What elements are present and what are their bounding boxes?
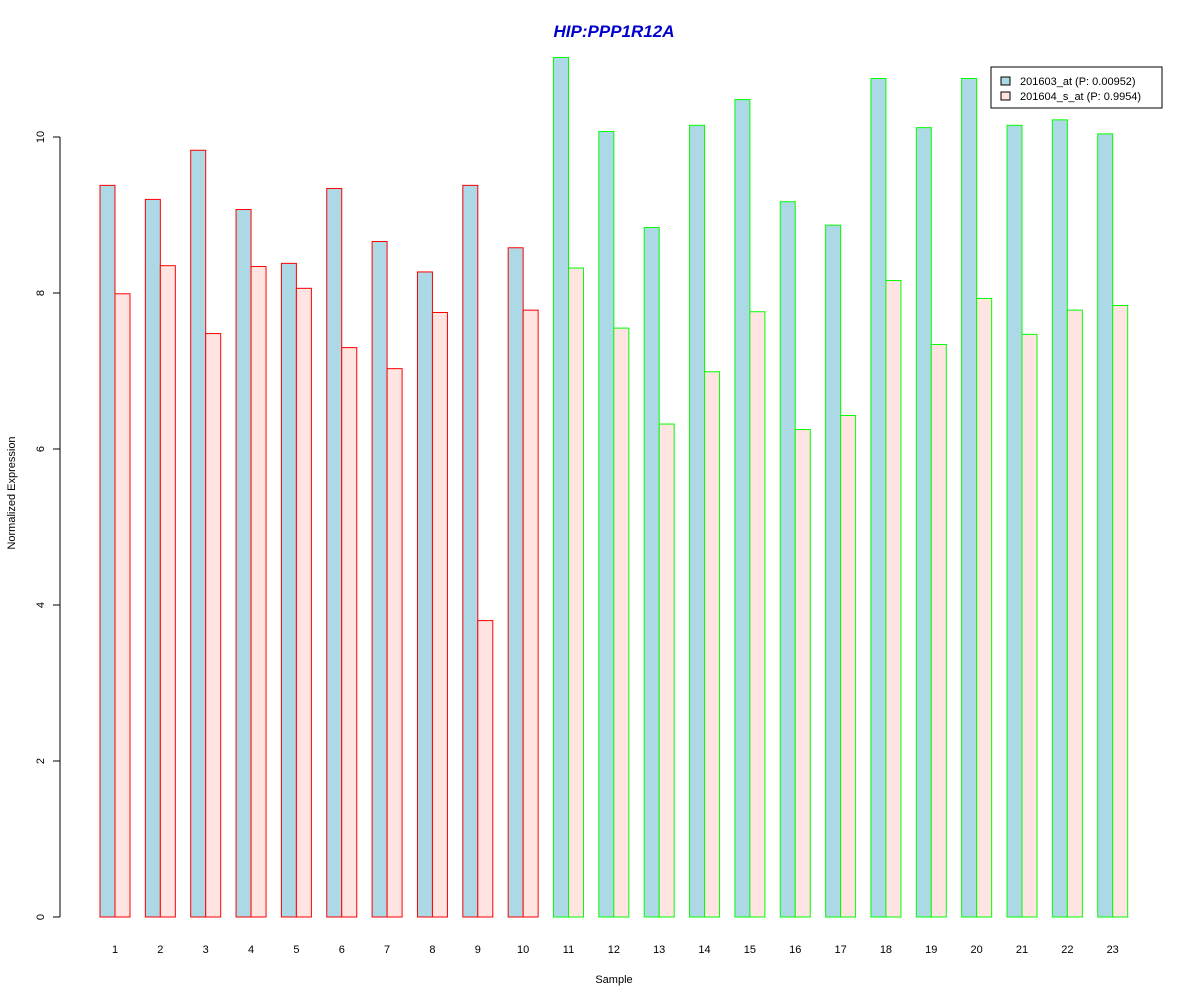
y-axis: 0 2 4 6 8 10 bbox=[35, 131, 61, 920]
bar-series2-sample-13 bbox=[658, 423, 675, 918]
legend: 201603_at (P: 0.00952) 201604_s_at (P: 0.… bbox=[990, 66, 1163, 109]
bar-series1-sample-10 bbox=[507, 247, 524, 918]
bar-series2-sample-8 bbox=[431, 312, 448, 918]
x-tick-label: 3 bbox=[203, 944, 209, 956]
bar-series2-sample-17 bbox=[840, 414, 857, 918]
y-axis-label: Normalized Expression bbox=[6, 436, 18, 549]
bar-series2-sample-22 bbox=[1066, 309, 1083, 918]
legend-entry-label: 201604_s_at (P: 0.9954) bbox=[1020, 91, 1141, 103]
bar-series1-sample-2 bbox=[144, 198, 161, 918]
x-axis-label: Sample bbox=[595, 974, 632, 986]
legend-swatch bbox=[1000, 76, 1011, 86]
bar-series2-sample-19 bbox=[930, 343, 947, 918]
x-tick-label: 8 bbox=[429, 944, 435, 956]
y-tick-label: 8 bbox=[35, 290, 47, 296]
x-tick-label: 16 bbox=[789, 944, 801, 956]
x-tick-label: 20 bbox=[971, 944, 983, 956]
bar-series1-sample-5 bbox=[280, 262, 297, 918]
bar-series1-sample-21 bbox=[1006, 124, 1023, 918]
bar-series2-sample-2 bbox=[159, 265, 176, 918]
legend-swatch bbox=[1000, 91, 1011, 101]
bar-series1-sample-4 bbox=[235, 209, 252, 918]
bar-series2-sample-20 bbox=[976, 297, 993, 918]
legend-entry-label: 201603_at (P: 0.00952) bbox=[1020, 76, 1136, 88]
x-tick-label: 19 bbox=[925, 944, 937, 956]
x-tick-label: 18 bbox=[880, 944, 892, 956]
bar-series1-sample-9 bbox=[462, 184, 479, 918]
x-tick-label: 5 bbox=[293, 944, 299, 956]
y-tick-label: 0 bbox=[35, 914, 47, 920]
bar-series1-sample-8 bbox=[416, 271, 433, 918]
x-tick-label: 11 bbox=[563, 944, 574, 956]
bar-series2-sample-14 bbox=[704, 371, 721, 918]
bar-series2-sample-9 bbox=[477, 620, 494, 918]
bar-series1-sample-3 bbox=[190, 149, 207, 918]
x-tick-label: 22 bbox=[1061, 944, 1073, 956]
x-tick-label: 9 bbox=[475, 944, 481, 956]
x-tick-label: 23 bbox=[1107, 944, 1119, 956]
bar-series1-sample-23 bbox=[1097, 133, 1114, 918]
bar-series2-sample-5 bbox=[295, 287, 312, 918]
bar-series1-sample-1 bbox=[99, 184, 116, 918]
bar-series2-sample-11 bbox=[568, 267, 584, 918]
bar-series1-sample-16 bbox=[779, 201, 796, 918]
bar-series1-sample-12 bbox=[598, 131, 615, 918]
x-tick-label: 15 bbox=[744, 944, 756, 956]
bar-series2-sample-21 bbox=[1021, 333, 1038, 918]
bar-series2-sample-23 bbox=[1112, 304, 1129, 918]
x-tick-label: 7 bbox=[384, 944, 390, 956]
bar-series1-sample-22 bbox=[1051, 119, 1068, 918]
legend-box bbox=[990, 66, 1163, 109]
x-tick-label: 6 bbox=[339, 944, 345, 956]
y-tick-label: 6 bbox=[35, 446, 47, 452]
x-tick-label: 21 bbox=[1016, 944, 1028, 956]
bar-series1-sample-11 bbox=[553, 56, 569, 918]
x-tick-label: 14 bbox=[698, 944, 710, 956]
x-tick-label: 12 bbox=[608, 944, 620, 956]
bar-series2-sample-3 bbox=[205, 333, 222, 918]
bar-series1-sample-7 bbox=[371, 241, 388, 918]
bar-series1-sample-13 bbox=[643, 226, 660, 918]
bar-series2-sample-10 bbox=[522, 309, 539, 918]
x-tick-label: 13 bbox=[653, 944, 665, 956]
bar-series2-sample-15 bbox=[749, 311, 766, 918]
bar-series1-sample-14 bbox=[689, 124, 706, 918]
bar-series1-sample-20 bbox=[961, 78, 978, 918]
x-tick-label: 1 bbox=[112, 944, 118, 956]
bar-series1-sample-15 bbox=[734, 99, 751, 918]
x-tick-label: 2 bbox=[157, 944, 163, 956]
bar-series1-sample-19 bbox=[915, 127, 932, 918]
x-tick-label: 4 bbox=[248, 944, 254, 956]
y-tick-label: 4 bbox=[35, 602, 47, 608]
bar-series2-sample-12 bbox=[613, 327, 630, 918]
y-tick-label: 10 bbox=[35, 131, 47, 143]
bar-series2-sample-6 bbox=[341, 347, 358, 918]
bars bbox=[99, 56, 1129, 918]
x-tick-label: 10 bbox=[517, 944, 529, 956]
bar-series1-sample-18 bbox=[870, 78, 887, 918]
bar-series1-sample-6 bbox=[326, 187, 343, 918]
bar-series2-sample-1 bbox=[114, 293, 131, 918]
x-tick-label: 17 bbox=[834, 944, 846, 956]
bar-series1-sample-17 bbox=[825, 224, 842, 918]
bar-series2-sample-18 bbox=[885, 280, 902, 918]
chart-title: HIP:PPP1R12A bbox=[554, 22, 675, 41]
y-tick-label: 2 bbox=[35, 758, 47, 764]
bar-series2-sample-16 bbox=[794, 429, 811, 918]
x-axis-tick-labels: 1 2 3 4 5 6 7 8 9 10 11 12 13 14 15 16 17 18 19 20 21 22 23 bbox=[112, 944, 1119, 956]
bar-series2-sample-4 bbox=[250, 265, 267, 918]
bar-series2-sample-7 bbox=[386, 368, 403, 918]
